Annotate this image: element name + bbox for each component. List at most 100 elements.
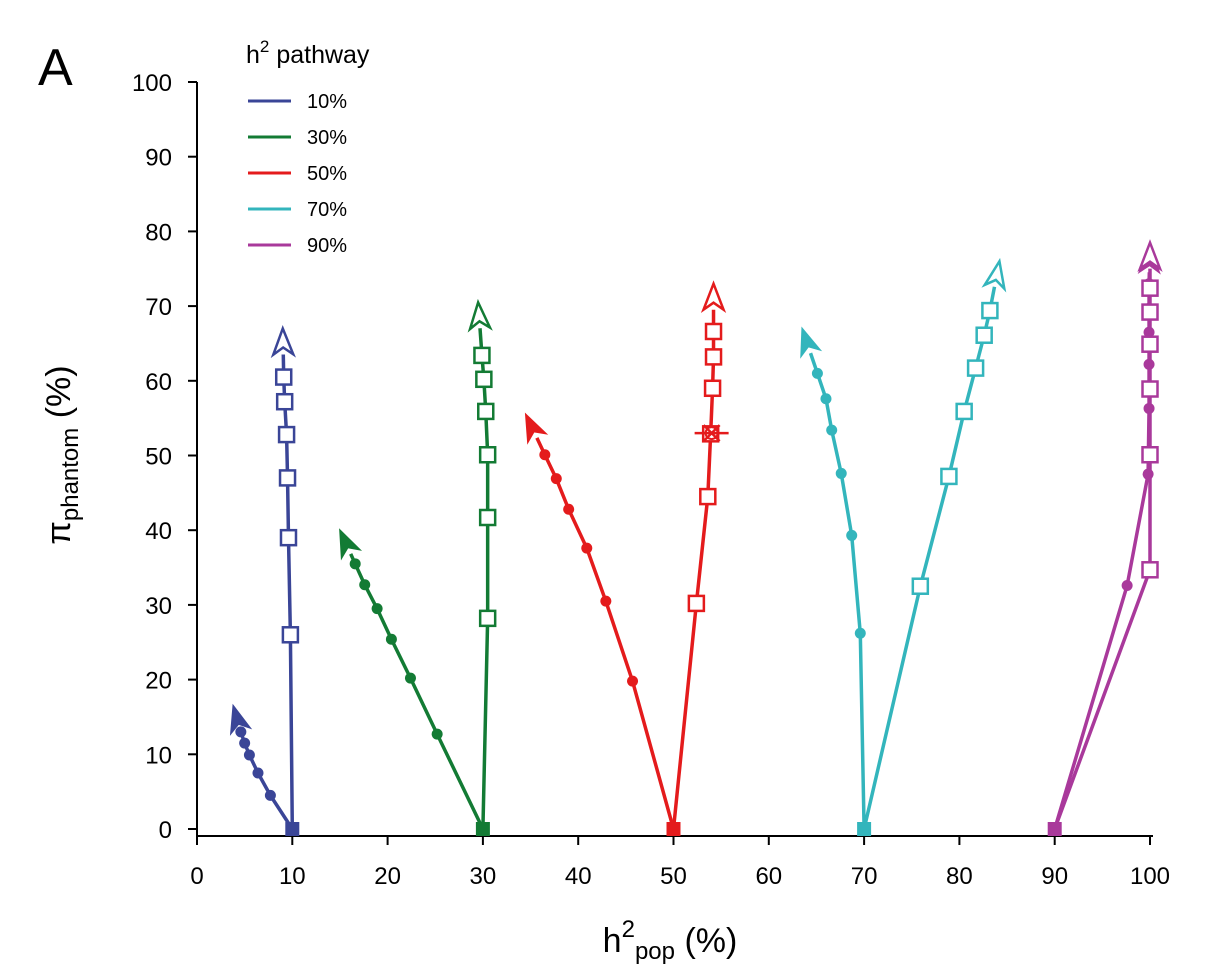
series-line <box>349 553 485 830</box>
series-line <box>535 437 676 830</box>
x-tick-label: 10 <box>279 863 306 890</box>
data-point <box>981 301 999 320</box>
series-2 <box>524 280 727 836</box>
data-point <box>252 767 264 779</box>
x-tick-label: 100 <box>1130 863 1170 890</box>
data-point <box>1121 579 1133 591</box>
data-point <box>1141 380 1159 398</box>
data-point <box>278 469 297 487</box>
series-0 <box>229 325 300 836</box>
y-tick-label: 30 <box>145 593 172 620</box>
y-tick-label: 10 <box>145 742 172 769</box>
data-point <box>600 595 612 607</box>
series-arrowhead <box>229 703 253 736</box>
data-point <box>1141 561 1159 579</box>
legend-title: h2 pathway <box>246 37 370 69</box>
plot-area <box>229 239 1163 836</box>
star-marker <box>694 424 729 442</box>
y-tick-label: 60 <box>145 369 172 396</box>
data-point <box>966 359 985 377</box>
x-tick-label: 70 <box>851 863 878 890</box>
data-point <box>820 393 832 405</box>
y-tick-label: 70 <box>145 294 172 321</box>
x-axis-title: h2pop (%) <box>603 916 738 965</box>
y-tick-label: 0 <box>159 817 172 844</box>
data-point <box>404 672 416 684</box>
data-point <box>975 326 993 344</box>
data-point <box>835 467 847 479</box>
origin-point <box>475 822 490 836</box>
y-tick-label: 50 <box>145 444 172 471</box>
data-point <box>473 346 491 365</box>
data-point <box>477 402 495 421</box>
data-point <box>627 675 639 687</box>
data-point <box>704 322 723 341</box>
legend-label: 70% <box>307 199 347 221</box>
x-tick-label: 90 <box>1041 863 1068 890</box>
series-arrowhead <box>1137 239 1163 272</box>
y-tick-label: 100 <box>132 70 172 97</box>
data-point <box>1141 279 1159 297</box>
y-tick-label: 90 <box>145 145 172 172</box>
x-tick-label: 40 <box>565 863 592 890</box>
data-point <box>854 627 866 639</box>
legend-entries: 10% 30% 50% 70% 90% <box>248 91 347 257</box>
x-tick-label: 80 <box>946 863 973 890</box>
data-point <box>1142 468 1154 480</box>
series-arrowhead <box>467 298 493 333</box>
series-arrowhead <box>981 257 1007 293</box>
legend-label: 50% <box>307 163 347 185</box>
panel-label: A <box>38 39 73 97</box>
x-tick-label: 30 <box>470 863 497 890</box>
data-point <box>811 367 823 379</box>
data-point <box>385 633 397 645</box>
x-tick-label: 60 <box>755 863 782 890</box>
series-arrowhead <box>339 528 363 561</box>
data-point <box>1141 303 1159 321</box>
data-point <box>281 626 300 644</box>
data-point <box>243 749 255 761</box>
x-tick-label: 20 <box>374 863 401 890</box>
data-point <box>371 603 383 615</box>
series-3 <box>800 257 1007 836</box>
legend-label: 90% <box>307 235 347 257</box>
y-tick-label: 40 <box>145 518 172 545</box>
y-tick-label: 20 <box>145 668 172 695</box>
data-point <box>478 609 497 628</box>
data-point <box>275 392 294 411</box>
data-point <box>478 446 497 464</box>
data-point <box>581 542 593 554</box>
origin-point <box>1047 822 1062 836</box>
data-point <box>359 579 371 591</box>
data-point <box>1141 335 1159 353</box>
data-point <box>349 558 361 570</box>
data-point <box>846 529 858 541</box>
x-ticks: 0 10 20 30 40 50 60 70 80 90 100 <box>190 836 1170 890</box>
series-arrowhead <box>700 280 727 314</box>
y-tick-label: 80 <box>145 219 172 246</box>
series-line <box>281 354 295 830</box>
data-point <box>699 487 717 506</box>
series-arrowhead <box>800 326 823 359</box>
x-tick-label: 0 <box>190 863 203 890</box>
legend-label: 10% <box>307 91 347 113</box>
legend-label: 30% <box>307 127 347 149</box>
data-point <box>704 348 723 366</box>
data-point <box>911 577 930 595</box>
series-line <box>808 352 866 830</box>
data-point <box>478 508 497 527</box>
origin-point <box>285 822 300 836</box>
series-1 <box>339 298 497 836</box>
y-ticks: 0 10 20 30 40 50 60 70 80 90 100 <box>132 70 197 844</box>
data-point <box>277 425 296 444</box>
x-tick-label: 50 <box>660 863 687 890</box>
data-point <box>940 467 958 486</box>
origin-point <box>857 822 872 836</box>
data-point <box>703 379 722 398</box>
origin-point <box>666 822 681 836</box>
series-arrowhead <box>270 325 296 359</box>
legend: h2 pathway 10% 30% 50% 70% 90% <box>246 37 370 257</box>
data-point <box>1141 446 1159 464</box>
data-point <box>431 728 443 740</box>
